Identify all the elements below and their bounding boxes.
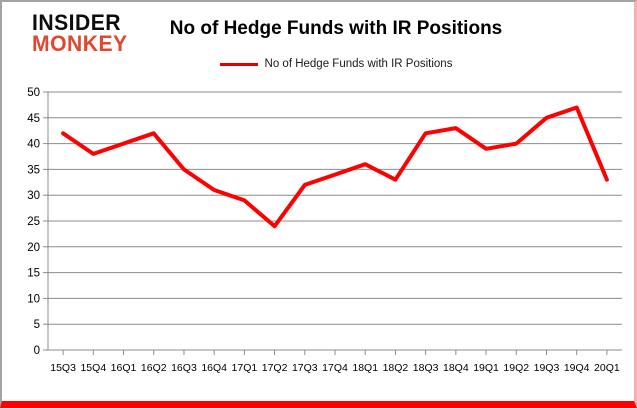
insider-monkey-logo: INSIDER MONKEY bbox=[32, 10, 128, 56]
logo-text-monkey: MONKEY bbox=[32, 30, 128, 56]
x-axis-label: 16Q2 bbox=[141, 362, 167, 374]
y-axis-label: 50 bbox=[27, 87, 40, 99]
legend-line-swatch bbox=[219, 62, 258, 66]
x-axis-label: 19Q1 bbox=[473, 362, 499, 374]
x-axis-label: 19Q4 bbox=[564, 362, 590, 374]
y-axis-label: 35 bbox=[27, 164, 40, 176]
x-axis-label: 18Q2 bbox=[383, 362, 409, 374]
y-axis-label: 45 bbox=[27, 113, 40, 125]
logo-text-insider: INSIDER bbox=[32, 10, 122, 35]
x-axis-label: 16Q3 bbox=[171, 362, 197, 374]
x-axis-label: 17Q1 bbox=[232, 362, 258, 374]
y-axis-label: 30 bbox=[27, 190, 40, 202]
x-axis-label: 17Q2 bbox=[262, 362, 288, 374]
x-axis-label: 16Q4 bbox=[201, 362, 227, 374]
x-axis-label: 19Q2 bbox=[503, 362, 529, 374]
chart-title: No of Hedge Funds with IR Positions bbox=[169, 18, 503, 39]
x-axis-label: 17Q3 bbox=[292, 362, 318, 374]
y-axis-label: 25 bbox=[27, 216, 40, 228]
line-chart-plot: 0 5 10 15 20 25 30 35 40 45 50 15Q3 15Q4 16Q1 16Q2 16Q3… bbox=[27, 87, 622, 374]
y-axis-label: 15 bbox=[27, 268, 40, 280]
chart-legend: No of Hedge Funds with IR Positions bbox=[2, 58, 634, 70]
y-axis-label: 40 bbox=[27, 139, 40, 151]
x-axis-label: 20Q1 bbox=[594, 362, 620, 374]
data-series-line bbox=[61, 105, 609, 229]
y-axis-label: 10 bbox=[27, 293, 40, 305]
y-axis-label: 0 bbox=[34, 345, 40, 357]
legend-series-label: No of Hedge Funds with IR Positions bbox=[264, 58, 453, 70]
x-axis-label: 15Q3 bbox=[50, 362, 76, 374]
y-axis-label: 20 bbox=[27, 242, 40, 254]
x-axis-label: 18Q4 bbox=[443, 362, 469, 374]
y-axis-label: 5 bbox=[34, 319, 40, 331]
x-axis-label: 18Q1 bbox=[352, 362, 378, 374]
x-axis-label: 17Q4 bbox=[322, 362, 348, 374]
x-axis-label: 19Q3 bbox=[534, 362, 560, 374]
x-axis-label: 18Q3 bbox=[413, 362, 439, 374]
x-axis-label: 16Q1 bbox=[111, 362, 137, 374]
x-axis-label: 15Q4 bbox=[80, 362, 106, 374]
